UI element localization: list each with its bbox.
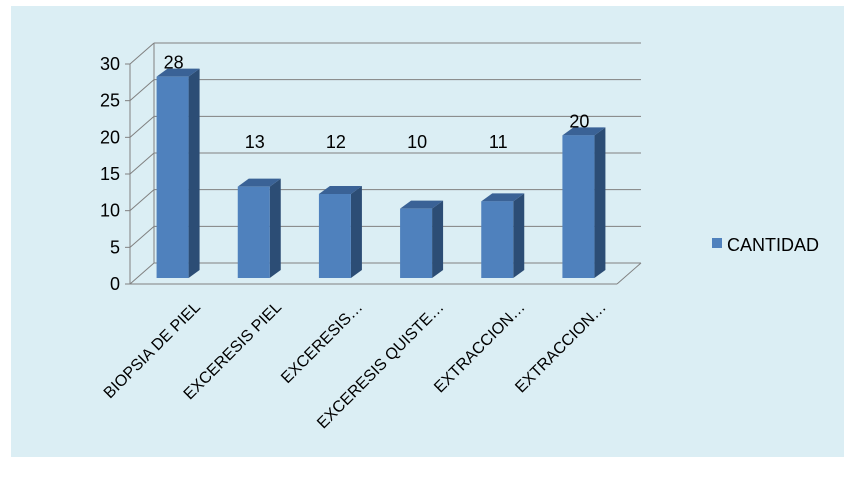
y-tick-label: 20 xyxy=(100,127,120,147)
gridline-diagonal xyxy=(129,115,155,138)
bar xyxy=(318,186,362,278)
y-tick-label: 5 xyxy=(110,237,120,257)
bar xyxy=(400,200,444,278)
bar xyxy=(481,193,525,278)
gridline-diagonal xyxy=(129,262,155,285)
bars xyxy=(156,68,606,279)
floor-right-edge xyxy=(616,262,642,285)
bar xyxy=(156,68,200,279)
bar-front xyxy=(318,194,351,278)
y-tick-label: 25 xyxy=(100,91,120,111)
bar-top xyxy=(481,193,525,202)
y-tick-label: 10 xyxy=(100,201,120,221)
bar-top xyxy=(400,200,444,209)
bar-top xyxy=(237,178,281,187)
gridline-diagonal xyxy=(129,189,155,212)
bar-side xyxy=(350,186,362,278)
bar-side xyxy=(594,127,606,278)
bar xyxy=(237,178,281,278)
gridline-diagonal xyxy=(129,152,155,175)
bar-side xyxy=(513,193,525,278)
bar-side xyxy=(269,178,281,278)
category-label: EXCERESIS… xyxy=(278,299,366,387)
legend: CANTIDAD xyxy=(712,235,819,255)
bar-front xyxy=(481,201,514,278)
bar-front xyxy=(400,208,433,278)
legend-swatch xyxy=(712,238,722,248)
bar-side xyxy=(432,200,444,278)
y-tick-label: 15 xyxy=(100,164,120,184)
bar-top xyxy=(318,186,362,194)
data-label: 12 xyxy=(326,132,346,152)
bar-top xyxy=(562,127,606,136)
gridline-diagonal xyxy=(129,79,155,102)
bar-side xyxy=(188,68,200,279)
data-label: 11 xyxy=(489,132,508,152)
bar-front xyxy=(156,76,189,279)
data-label: 10 xyxy=(407,132,427,152)
bar-front xyxy=(562,135,595,278)
gridline-diagonal xyxy=(129,225,155,248)
bar xyxy=(562,127,606,278)
data-label: 28 xyxy=(164,53,184,73)
bar-top xyxy=(156,68,200,77)
gridlines xyxy=(129,42,641,285)
axes xyxy=(125,43,642,285)
y-tick-label: 0 xyxy=(110,274,120,294)
data-label: 20 xyxy=(569,111,589,131)
bar-front xyxy=(237,186,270,278)
legend-label: CANTIDAD xyxy=(727,235,819,255)
category-label: EXTRACCION… xyxy=(512,299,610,397)
gridline-diagonal xyxy=(129,42,155,65)
data-label: 13 xyxy=(245,132,265,152)
y-tick-label: 30 xyxy=(100,54,120,74)
